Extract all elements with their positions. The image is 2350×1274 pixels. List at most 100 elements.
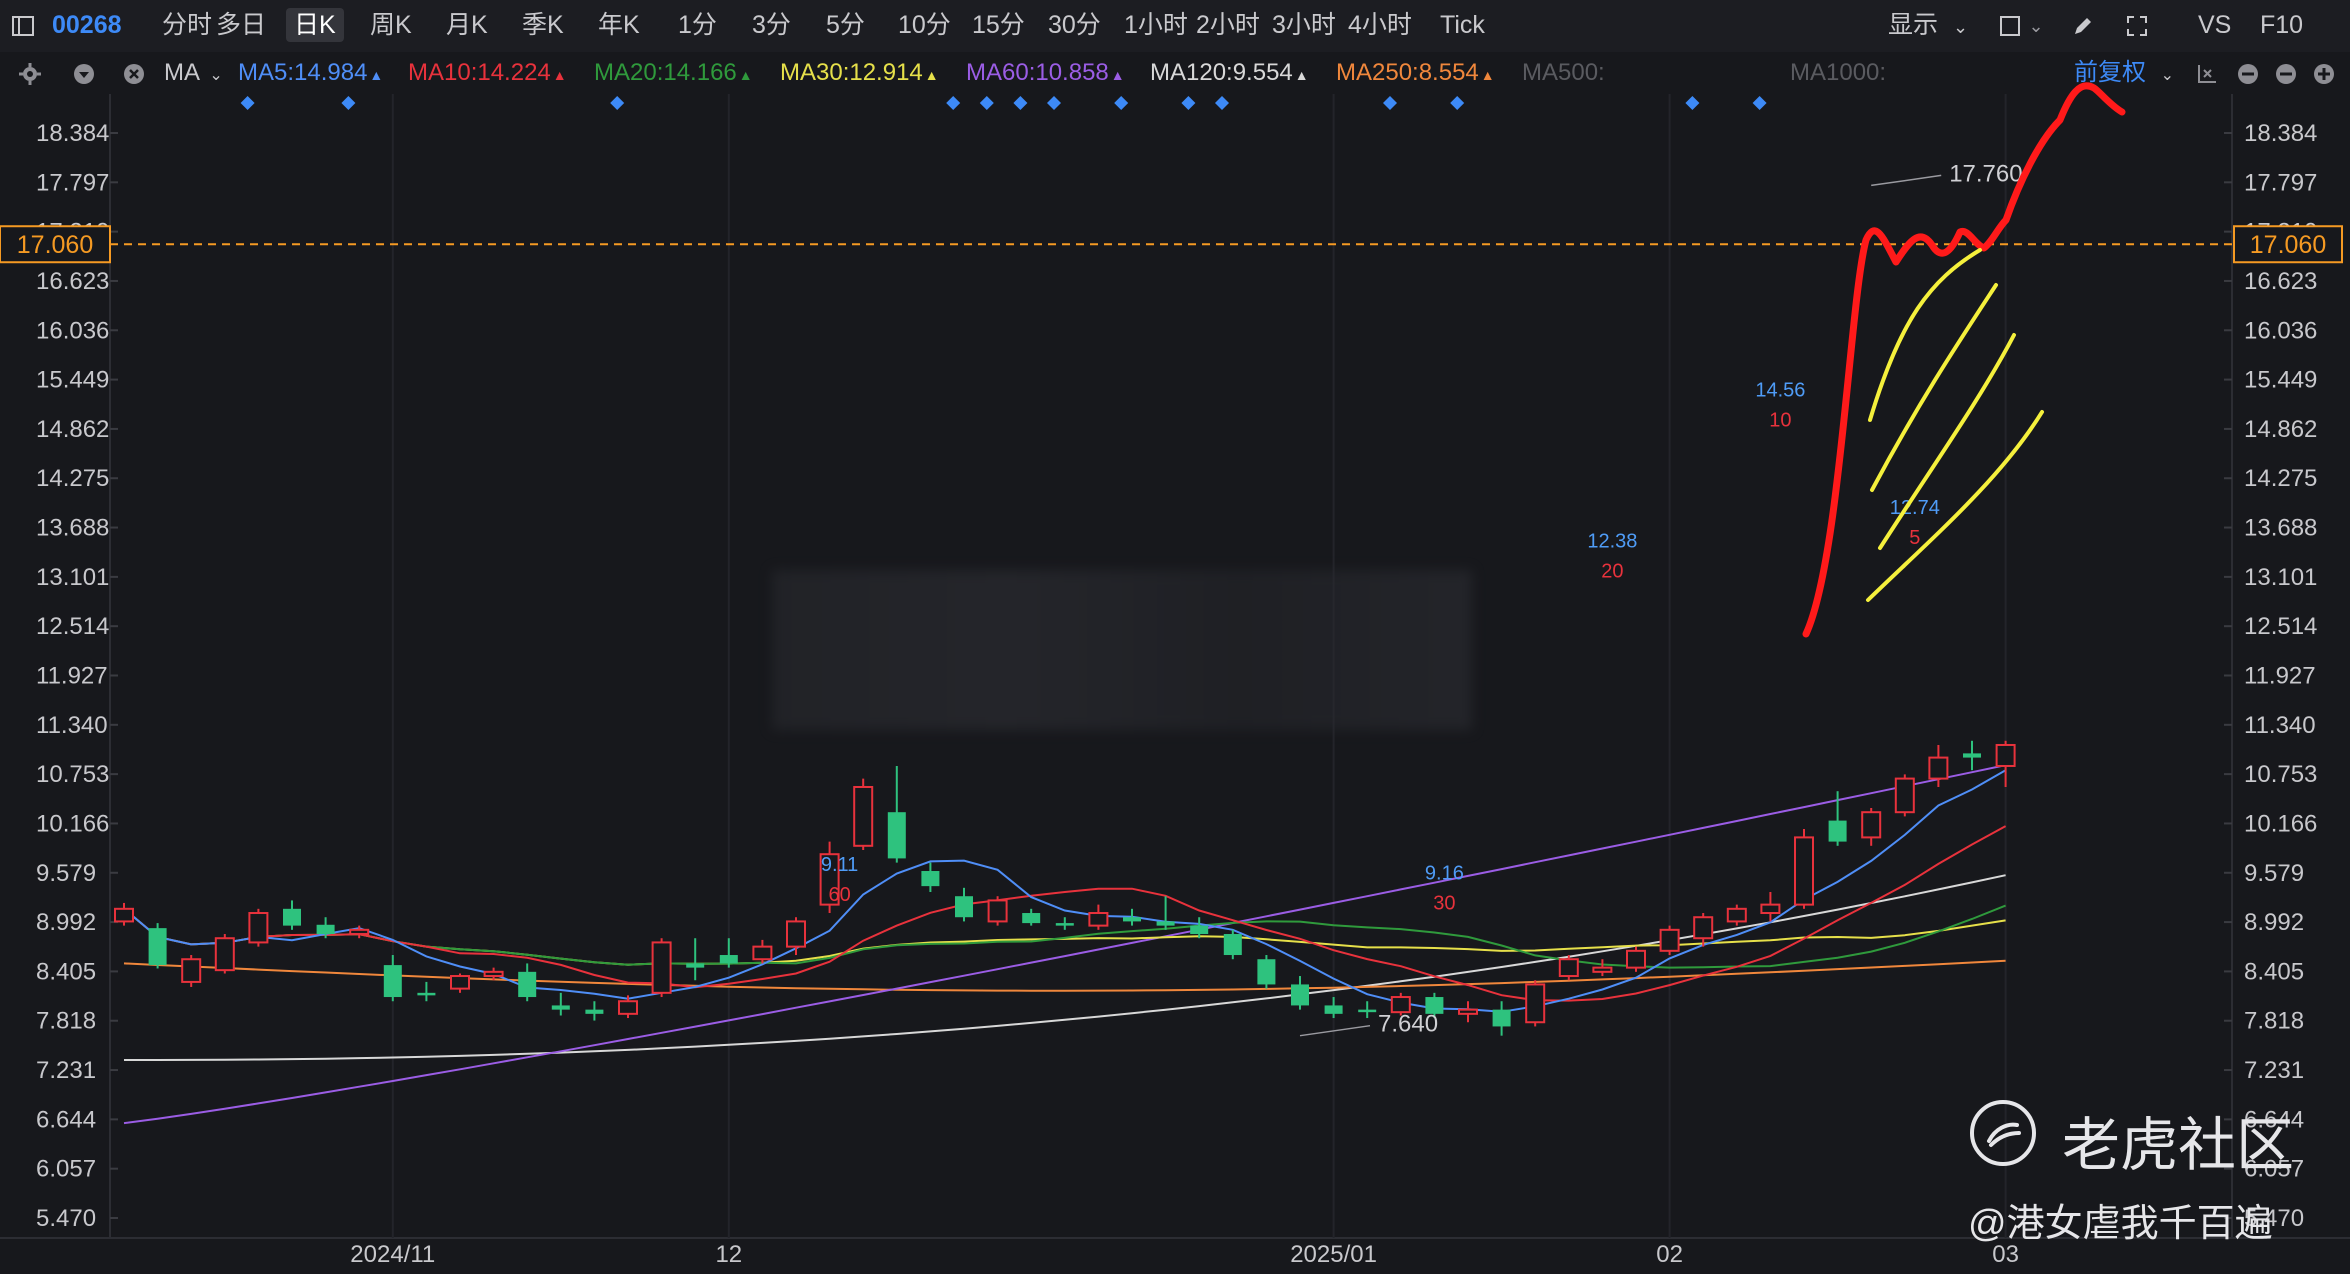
dropdown-circle-icon[interactable] xyxy=(70,60,98,88)
tab-2[interactable]: 日K xyxy=(286,8,344,42)
vs-button[interactable]: VS xyxy=(2198,11,2232,39)
y-tick-label-right: 11.927 xyxy=(2244,663,2316,690)
candle-body-down xyxy=(1156,921,1175,926)
y-tick-label-left: 11.340 xyxy=(36,712,108,739)
ma-value-8[interactable]: MA1000: xyxy=(1790,56,1886,90)
candle-body-up xyxy=(1659,928,1680,952)
ma-value-0[interactable]: MA5:14.984 ▲ xyxy=(238,56,383,90)
projection-yellow-line-4 xyxy=(1866,410,2044,602)
tab-5[interactable]: 季K xyxy=(522,11,564,39)
display-menu[interactable]: 显示 ⌄ xyxy=(1880,8,1976,42)
ma-value-6[interactable]: MA250:8.554 ▲ xyxy=(1336,56,1495,90)
y-tick-label-right: 13.101 xyxy=(2244,564,2317,591)
y-tick-label-right: 10.166 xyxy=(2244,810,2317,837)
tab-8[interactable]: 3分 xyxy=(752,11,791,39)
candle-body-up xyxy=(214,937,235,972)
stock-symbol[interactable]: 00268 xyxy=(52,11,122,39)
candle-body-down xyxy=(1257,959,1276,985)
ma-value-3[interactable]: MA30:12.914 ▲ xyxy=(780,56,939,90)
tab-11[interactable]: 15分 xyxy=(972,11,1025,39)
candle-body-up xyxy=(1390,996,1411,1014)
triangle-up-icon: ▲ xyxy=(1480,67,1495,83)
hand-drawings xyxy=(1802,82,2126,638)
signal-price-label: 12.38 xyxy=(1587,531,1637,553)
plus-circle-icon[interactable] xyxy=(2310,60,2338,88)
tab-10[interactable]: 10分 xyxy=(898,11,951,39)
ma-indicator-bar: MA ⌄ MA5:14.984 ▲ MA10:14.224 ▲ MA20:14.166 ▲… xyxy=(0,52,2350,94)
draw-pen-icon[interactable] xyxy=(2068,12,2098,40)
ma-label: MA xyxy=(164,59,199,86)
candle-body-down xyxy=(1291,984,1309,1006)
adjust-selector[interactable]: 前复权 ⌄ xyxy=(2074,56,2174,90)
y-tick-label-left: 15.449 xyxy=(36,367,109,394)
moving-average-lines xyxy=(123,764,2007,1125)
y-tick-label-right: 15.449 xyxy=(2244,367,2317,394)
candle-body-up xyxy=(1525,983,1546,1024)
checkbox-icon[interactable] xyxy=(1996,12,2024,40)
minus-circle-icon[interactable] xyxy=(2272,60,2300,88)
tab-9[interactable]: 5分 xyxy=(826,11,865,39)
blurred-overlay xyxy=(772,570,1472,730)
gear-icon[interactable] xyxy=(16,60,44,88)
close-icon[interactable] xyxy=(120,60,148,88)
tab-17[interactable]: Tick xyxy=(1440,11,1485,39)
tab-4[interactable]: 月K xyxy=(446,11,488,39)
tab-3[interactable]: 周K xyxy=(370,11,412,39)
candle-body-up xyxy=(987,899,1008,923)
candle-body-down xyxy=(1963,753,1981,758)
ma-value-7[interactable]: MA500: xyxy=(1522,56,1605,90)
ma-selector[interactable]: MA ⌄ xyxy=(164,56,223,90)
y-tick-label-right: 16.036 xyxy=(2244,317,2317,344)
candle-body-up xyxy=(618,1000,638,1015)
tab-7[interactable]: 1分 xyxy=(678,11,717,39)
x-tick-label: 2025/01 xyxy=(1290,1241,1377,1268)
y-tick-label-left: 7.231 xyxy=(36,1057,96,1084)
minus-circle-icon[interactable] xyxy=(2234,60,2262,88)
y-tick-label-left: 14.275 xyxy=(36,465,109,492)
tab-14[interactable]: 2小时 xyxy=(1196,11,1260,39)
tab-6[interactable]: 年K xyxy=(598,11,640,39)
ma-value-label: MA30:12.914 xyxy=(780,59,923,86)
y-tick-label-left: 13.688 xyxy=(36,515,109,542)
axis-settings-icon[interactable] xyxy=(2194,60,2220,88)
tab-13[interactable]: 1小时 xyxy=(1124,11,1188,39)
ma-value-label: MA250:8.554 xyxy=(1336,59,1479,86)
chevron-down-icon[interactable]: ⌄ xyxy=(2028,15,2044,36)
tab-1[interactable]: 多日 xyxy=(216,11,267,39)
ma-value-label: MA60:10.858 xyxy=(966,59,1109,86)
ma-value-5[interactable]: MA120:9.554 ▲ xyxy=(1150,56,1309,90)
y-tick-label-right: 14.275 xyxy=(2244,465,2317,492)
f10-button[interactable]: F10 xyxy=(2260,11,2304,39)
ma20-line xyxy=(123,904,2006,969)
candle-body-up xyxy=(450,975,470,990)
tab-12[interactable]: 30分 xyxy=(1048,11,1101,39)
ma5-line xyxy=(123,769,2007,1013)
watermark-brand: 老虎社区 xyxy=(2062,1113,2295,1178)
projection-yellow-line-3 xyxy=(1878,333,2016,550)
candle-body-down xyxy=(1425,997,1444,1014)
current-price-label-right: 17.060 xyxy=(2250,231,2326,259)
y-tick-label-left: 18.384 xyxy=(36,120,109,147)
y-tick-label-left: 16.036 xyxy=(36,317,109,344)
candle-body-up xyxy=(853,785,874,847)
ma-value-2[interactable]: MA20:14.166 ▲ xyxy=(594,56,753,90)
candle-body-up xyxy=(1794,836,1814,906)
y-tick-label-right: 10.753 xyxy=(2244,761,2317,788)
triangle-up-icon: ▲ xyxy=(738,67,753,83)
diamond-marker-icon xyxy=(979,96,994,110)
candle-body-up xyxy=(786,920,806,948)
sidebar-toggle-icon[interactable] xyxy=(10,13,36,39)
signal-price-label: 9.16 xyxy=(1425,862,1464,884)
ma-value-4[interactable]: MA60:10.858 ▲ xyxy=(966,56,1125,90)
tab-15[interactable]: 3小时 xyxy=(1272,11,1336,39)
candle-body-up xyxy=(1592,966,1613,973)
y-tick-label-left: 9.579 xyxy=(36,860,96,887)
candle-body-up xyxy=(1558,958,1579,978)
tab-16[interactable]: 4小时 xyxy=(1348,11,1412,39)
diamond-marker-icon xyxy=(1752,96,1767,110)
tab-0[interactable]: 分时 xyxy=(162,11,213,39)
fullscreen-icon[interactable] xyxy=(2122,12,2152,40)
price-pointer-line xyxy=(1299,1024,1371,1037)
ma-value-1[interactable]: MA10:14.224 ▲ xyxy=(408,56,567,90)
ma-value-label: MA5:14.984 xyxy=(238,59,368,86)
